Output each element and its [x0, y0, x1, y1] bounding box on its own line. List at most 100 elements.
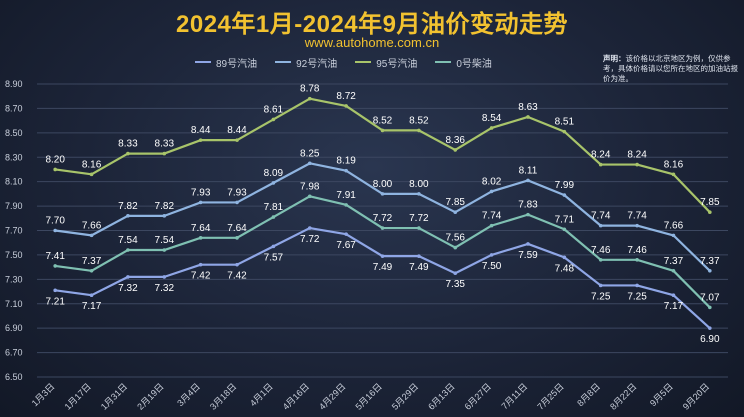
data-point: [562, 227, 567, 232]
data-point: [380, 128, 385, 133]
y-tick-label: 6.90: [5, 323, 23, 333]
data-label: 7.85: [446, 197, 466, 208]
x-tick-label: 1月31日: [99, 381, 129, 411]
data-label: 7.17: [664, 301, 684, 312]
data-point: [380, 192, 385, 196]
data-label: 7.49: [409, 262, 429, 273]
x-tick-label: 8月22日: [608, 381, 638, 411]
data-label: 7.21: [45, 296, 65, 307]
data-point: [126, 214, 130, 218]
data-label: 7.99: [555, 180, 575, 191]
y-tick-label: 7.50: [5, 250, 23, 260]
data-label: 8.00: [409, 179, 429, 190]
data-label: 7.42: [191, 271, 211, 282]
data-label: 7.54: [155, 235, 175, 246]
y-tick-label: 8.30: [5, 152, 23, 162]
data-label: 7.46: [627, 245, 647, 256]
x-tick-label: 1月3日: [30, 381, 57, 408]
x-tick-label: 6月13日: [426, 381, 456, 411]
data-point: [526, 212, 530, 217]
data-point: [708, 210, 712, 214]
legend-item: 0号柴油: [435, 55, 492, 70]
data-label: 8.11: [519, 165, 538, 176]
data-label: 7.98: [300, 181, 320, 192]
data-point: [126, 275, 130, 279]
legend-label: 95号汽油: [376, 58, 418, 70]
data-point: [307, 96, 312, 101]
data-point: [307, 194, 312, 199]
data-point: [453, 148, 458, 152]
data-point: [453, 245, 458, 250]
data-point: [417, 254, 421, 258]
data-point: [671, 172, 676, 177]
data-label: 8.52: [409, 115, 429, 126]
data-label: 7.25: [627, 291, 647, 302]
data-label: 7.50: [482, 261, 502, 272]
data-label: 7.37: [82, 256, 102, 267]
data-label: 7.72: [300, 234, 320, 245]
data-point: [344, 104, 348, 108]
data-point: [162, 151, 167, 156]
data-point: [708, 268, 712, 273]
x-tick-label: 3月4日: [175, 381, 202, 408]
data-point: [235, 236, 239, 240]
data-label: 8.25: [300, 148, 320, 159]
x-tick-label: 7月25日: [535, 381, 565, 411]
x-tick-label: 3月18日: [208, 381, 238, 411]
legend-item: 92号汽油: [275, 55, 337, 70]
chart-legend: 89号汽油 92号汽油 95号汽油 0号柴油: [195, 55, 492, 70]
y-tick-label: 7.70: [5, 226, 23, 236]
data-label: 7.93: [191, 187, 211, 198]
data-label: 7.32: [155, 283, 175, 294]
x-tick-label: 4月1日: [248, 381, 275, 408]
data-point: [526, 242, 530, 246]
data-point: [489, 189, 494, 194]
data-point: [671, 293, 676, 298]
data-label: 7.82: [118, 201, 138, 212]
data-point: [417, 128, 421, 133]
data-point: [489, 126, 494, 130]
data-point: [53, 264, 57, 268]
data-point: [235, 262, 239, 267]
data-point: [708, 305, 712, 310]
data-label: 8.44: [227, 125, 247, 136]
data-label: 7.71: [555, 214, 575, 225]
data-point: [198, 138, 203, 142]
data-label: 8.02: [482, 176, 502, 187]
data-label: 8.33: [155, 139, 175, 150]
data-label: 8.16: [664, 159, 684, 170]
data-point: [453, 271, 458, 276]
data-label: 7.37: [664, 256, 684, 267]
data-point: [89, 268, 94, 273]
data-label: 7.81: [264, 202, 284, 213]
y-tick-label: 8.10: [5, 177, 23, 187]
legend-item: 95号汽油: [355, 55, 418, 70]
data-point: [417, 226, 421, 230]
x-tick-label: 5月16日: [353, 381, 383, 411]
data-label: 8.52: [373, 115, 393, 126]
x-tick-label: 5月29日: [390, 381, 420, 411]
data-label: 7.35: [446, 279, 466, 290]
data-label: 7.17: [82, 301, 102, 312]
data-point: [671, 233, 676, 238]
legend-swatch: [435, 61, 452, 63]
data-point: [53, 228, 57, 233]
data-point: [453, 210, 458, 214]
data-point: [489, 253, 494, 257]
data-label: 7.82: [155, 201, 175, 212]
legend-item: 89号汽油: [195, 55, 257, 70]
legend-swatch: [275, 61, 292, 63]
data-label: 7.83: [518, 200, 538, 211]
data-point: [198, 262, 203, 267]
data-label: 8.78: [300, 84, 320, 95]
x-tick-label: 7月11日: [499, 381, 529, 411]
legend-swatch: [355, 61, 372, 63]
data-label: 7.91: [336, 190, 356, 201]
data-point: [344, 203, 348, 207]
data-point: [380, 226, 385, 230]
data-label: 7.54: [118, 235, 138, 246]
data-point: [198, 200, 203, 205]
y-tick-label: 7.90: [5, 201, 23, 211]
data-label: 8.09: [264, 168, 284, 179]
data-point: [307, 226, 312, 230]
